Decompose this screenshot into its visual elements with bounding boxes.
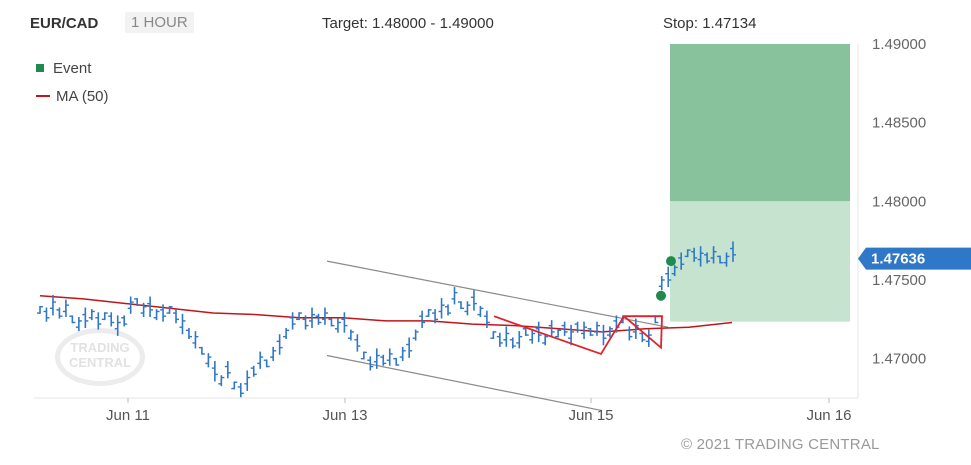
plot-area: 1.49000 1.48500 1.48000 1.47500 1.47000 Jun 1… [34,36,971,424]
symbol-label[interactable]: EUR/CAD [30,15,99,32]
legend-event-label: Event [53,59,92,77]
x-tick-label: Jun 11 [106,407,150,424]
target-zone [670,44,850,202]
trading-central-watermark: TRADING CENTRAL [55,328,145,386]
y-tick-label: 1.48500 [872,115,926,132]
entry-zone [670,201,850,322]
channel-upper-line [326,260,669,328]
current-price-label: 1.47636 [871,251,925,268]
current-price-tag [858,247,971,270]
y-tick-label: 1.47000 [872,351,926,368]
pattern-line [493,314,663,356]
y-tick-label: 1.48000 [872,193,926,210]
y-tick-label: 1.49000 [872,36,926,53]
x-tick-label: Jun 16 [806,407,851,424]
chart-header: EUR/CAD 1 HOUR Target: 1.48000 - 1.49000… [0,0,971,44]
event-marker [656,290,666,301]
chart-legend: Event MA (50) [36,54,109,110]
channel-lower-line [326,354,603,412]
copyright-text: © 2021 TRADING CENTRAL [681,436,880,453]
y-tick-label: 1.47500 [872,272,926,289]
legend-event: Event [36,54,109,82]
target-label: Target: 1.48000 - 1.49000 [322,15,494,32]
event-marker [666,256,676,267]
stop-label: Stop: 1.47134 [663,15,757,32]
legend-ma: MA (50) [36,82,109,110]
timeframe-badge[interactable]: 1 HOUR [125,12,194,33]
x-tick-label: Jun 13 [322,407,367,424]
event-swatch-icon [36,64,44,72]
legend-ma-label: MA (50) [56,87,109,105]
ma-swatch-icon [36,95,50,97]
x-tick-label: Jun 15 [568,407,613,424]
